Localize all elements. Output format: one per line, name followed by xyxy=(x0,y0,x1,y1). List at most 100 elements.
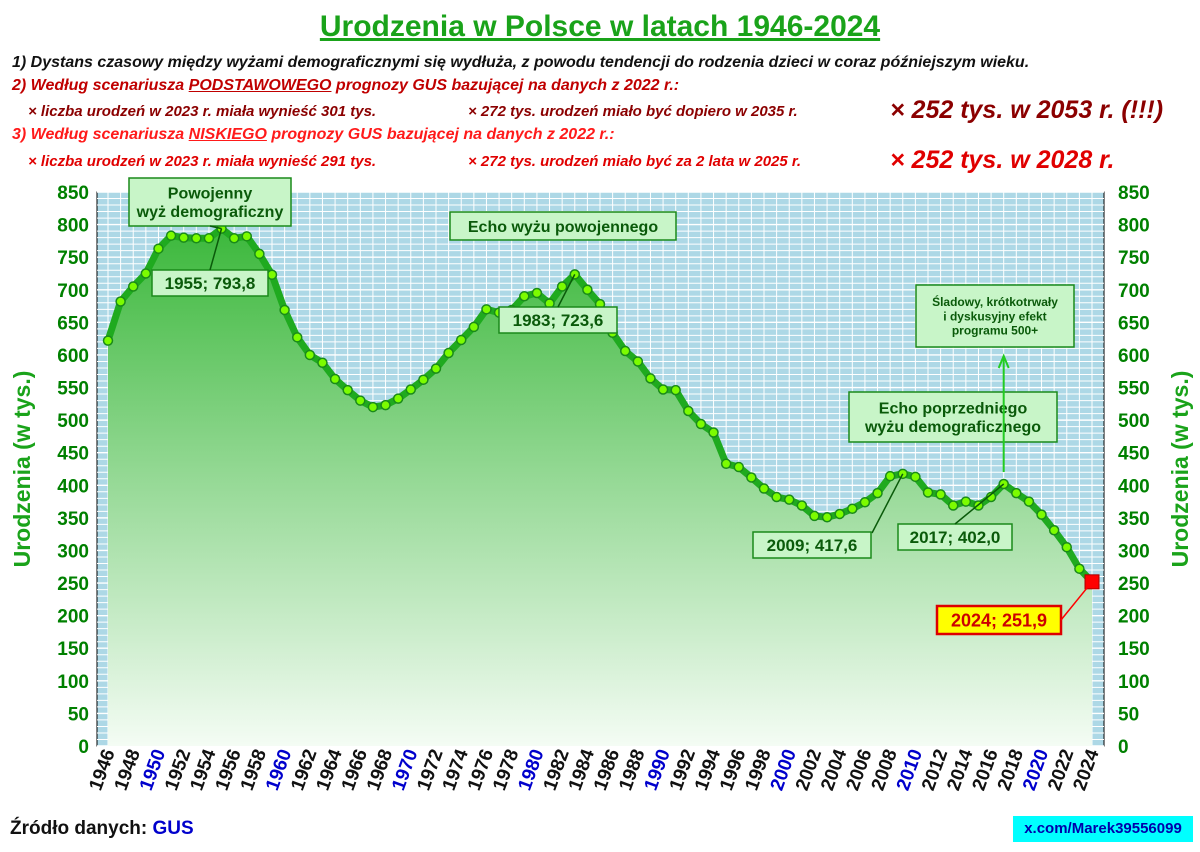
y-tick-label-right: 150 xyxy=(1118,639,1150,660)
data-point xyxy=(392,393,404,404)
data-point xyxy=(430,363,442,374)
annotation-2009-text: 2009; 417,6 xyxy=(767,536,858,555)
data-point xyxy=(771,491,782,503)
data-point xyxy=(783,494,795,505)
callout-500plus-box xyxy=(915,284,1075,348)
y-tick-label-left: 700 xyxy=(57,281,89,302)
y-tick-label-right: 650 xyxy=(1118,313,1150,334)
data-point xyxy=(317,357,328,369)
note-low-pre: 3) Według scenariusza xyxy=(12,126,189,143)
data-point xyxy=(746,472,757,483)
callout-500plus-text: i dyskusyjny efekt xyxy=(943,309,1046,323)
note-basic-pre: 2) Według scenariusza xyxy=(12,77,189,94)
data-point xyxy=(922,487,934,498)
data-point xyxy=(619,345,631,357)
data-point xyxy=(632,356,644,367)
source-label: Źródło danych: xyxy=(10,818,148,839)
chart-title: Urodzenia w Polsce w latach 1946-2024 xyxy=(319,10,881,43)
y-tick-label-right: 700 xyxy=(1118,281,1150,302)
source-value: GUS xyxy=(152,818,194,839)
callout-echo2-box xyxy=(848,391,1058,443)
annotation-2017-text: 2017; 402,0 xyxy=(910,528,1001,547)
low-bullet-2: × 272 tys. urodzeń miało być za 2 lata w… xyxy=(468,153,802,170)
data-point xyxy=(266,269,278,281)
callout-echo2-text: wyżu demograficznego xyxy=(864,419,1041,436)
y-tick-label-right: 800 xyxy=(1118,216,1150,237)
y-tick-label-left: 300 xyxy=(57,541,89,562)
y-tick-label-right: 300 xyxy=(1118,541,1150,562)
callout-echo1-box xyxy=(449,211,677,241)
callout-postwar-text: wyż demograficzny xyxy=(136,204,284,221)
y-tick-label-right: 550 xyxy=(1118,379,1150,400)
annotation-1955-text: 1955; 793,8 xyxy=(165,274,256,293)
data-point xyxy=(657,384,669,395)
basic-bullet-2: × 272 tys. urodzeń miało być dopiero w 2… xyxy=(468,103,798,120)
data-point xyxy=(582,284,593,296)
data-point xyxy=(304,349,316,361)
y-tick-label-right: 0 xyxy=(1118,737,1129,758)
y-tick-label-right: 850 xyxy=(1118,183,1150,204)
data-point xyxy=(796,500,808,511)
data-point xyxy=(556,281,568,292)
data-point xyxy=(1011,487,1022,499)
data-point xyxy=(380,399,391,411)
y-tick-label-right: 750 xyxy=(1118,248,1150,269)
data-point xyxy=(254,248,265,260)
y-tick-label-left: 50 xyxy=(68,704,89,725)
data-point xyxy=(228,233,240,244)
y-tick-label-left: 200 xyxy=(57,607,89,628)
data-point xyxy=(443,347,454,359)
data-point xyxy=(733,461,745,473)
y-tick-label-left: 750 xyxy=(57,248,89,269)
annotation-2009-box xyxy=(752,531,872,559)
area-fill xyxy=(108,228,1092,747)
data-point xyxy=(834,508,845,520)
y-tick-label-left: 250 xyxy=(57,574,89,595)
data-point xyxy=(847,503,858,515)
annotation-1983-text: 1983; 723,6 xyxy=(513,311,604,330)
data-point xyxy=(809,510,820,522)
annotation-1955-leader xyxy=(209,228,223,271)
y-tick-label-left: 100 xyxy=(57,672,89,693)
data-point xyxy=(481,304,492,315)
note-low-post: prognozy GUS bazującej na danych z 2022 … xyxy=(266,126,615,143)
data-point xyxy=(1074,563,1085,574)
data-point xyxy=(683,405,694,417)
data-point xyxy=(241,231,253,242)
data-point xyxy=(153,243,164,254)
basic-big: × 252 tys. w 2053 r. (!!!) xyxy=(890,96,1164,124)
data-point xyxy=(140,268,152,279)
data-point xyxy=(947,500,959,511)
annotation-2024-box xyxy=(935,604,1063,636)
y-tick-label-right: 50 xyxy=(1118,704,1139,725)
callout-echo1-text: Echo wyżu powojennego xyxy=(468,219,658,236)
data-point xyxy=(329,373,341,385)
annotation-2024-text: 2024; 251,9 xyxy=(951,610,1047,630)
note-low-scenario: 3) Według scenariusza NISKIEGO prognozy … xyxy=(12,126,615,144)
data-point xyxy=(960,496,972,507)
y-tick-label-right: 500 xyxy=(1118,411,1150,432)
low-big: × 252 tys. w 2028 r. xyxy=(890,146,1115,174)
source: Źródło danych: GUS xyxy=(10,818,194,840)
data-point xyxy=(191,233,202,244)
author-handle[interactable]: x.com/Marek39556099 xyxy=(1013,816,1193,842)
data-point xyxy=(645,373,656,384)
callout-postwar-box xyxy=(128,177,292,227)
data-point xyxy=(1036,509,1047,520)
note-basic-em: PODSTAWOWEGO xyxy=(188,77,332,94)
data-point xyxy=(695,418,707,430)
data-point xyxy=(859,496,871,508)
y-tick-label-left: 500 xyxy=(57,411,89,432)
data-point xyxy=(342,384,353,396)
y-tick-label-left: 600 xyxy=(57,346,89,367)
callout-500plus-text: Śladowy, krótkotrwały xyxy=(932,294,1058,309)
data-point xyxy=(910,471,921,483)
annotation-1983-box xyxy=(498,306,618,334)
callout-500plus-text: programu 500+ xyxy=(952,323,1038,337)
data-point xyxy=(127,281,139,292)
annotation-2024-leader xyxy=(1060,581,1093,621)
callout-postwar-text: Powojenny xyxy=(168,185,253,202)
callout-echo2-leader-2009 xyxy=(871,473,904,534)
y-tick-label-right: 450 xyxy=(1118,444,1150,465)
note-distance: 1) Dystans czasowy między wyżami demogra… xyxy=(12,54,1030,71)
